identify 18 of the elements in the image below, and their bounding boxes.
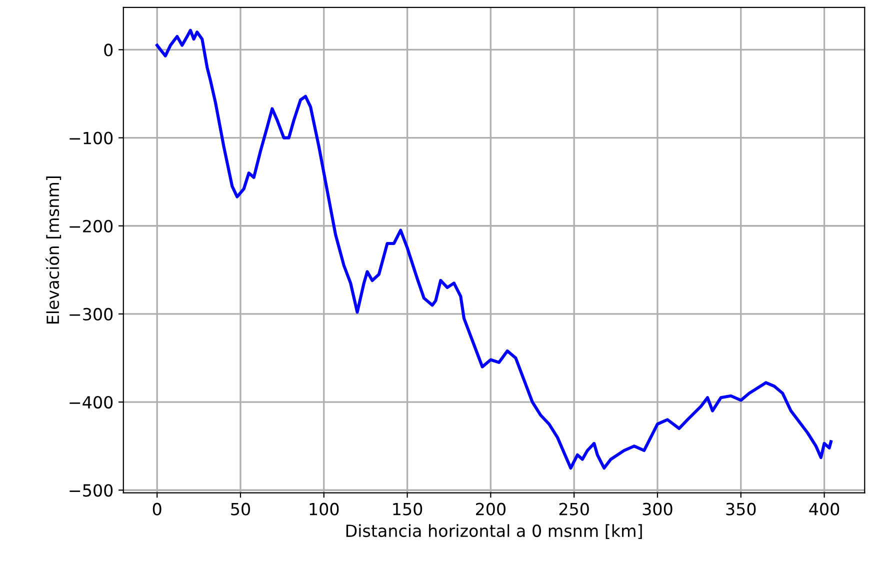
x-axis-title: Distancia horizontal a 0 msnm [km] bbox=[346, 524, 642, 540]
y-tick-label: 0 bbox=[104, 44, 113, 56]
y-tick-label: −100 bbox=[70, 132, 113, 144]
x-tick-label: 0 bbox=[152, 502, 162, 516]
y-axis-title: Elevación [msnm] bbox=[46, 176, 62, 324]
x-tick-label: 350 bbox=[726, 502, 756, 516]
x-tick-label: 400 bbox=[809, 502, 840, 516]
y-tick-label: −400 bbox=[70, 396, 113, 409]
x-tick-label: 300 bbox=[642, 502, 672, 516]
line-series bbox=[156, 28, 832, 470]
x-tick-label: 50 bbox=[231, 502, 250, 516]
x-tick-label: 250 bbox=[559, 502, 589, 516]
y-tick-label: −200 bbox=[70, 220, 113, 232]
y-tick-label: −300 bbox=[70, 308, 113, 321]
x-tick-label: 200 bbox=[476, 502, 506, 516]
x-tick-label: 100 bbox=[310, 502, 339, 516]
x-tick-label: 150 bbox=[393, 502, 422, 516]
y-tick-label: −500 bbox=[70, 484, 113, 497]
